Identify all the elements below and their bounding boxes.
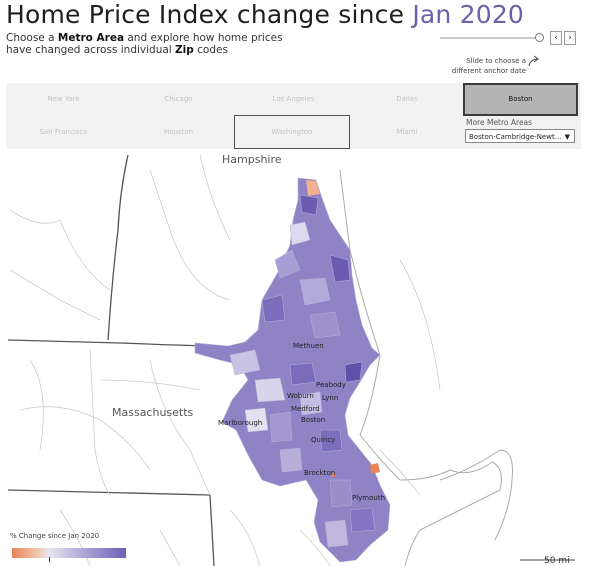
metro-tile-boston[interactable]: Boston [463, 83, 578, 116]
metro-tile-los-angeles[interactable]: Los Angeles [272, 95, 315, 103]
legend-title: % Change since Jan 2020 [10, 532, 100, 540]
metro-tile-san-francisco[interactable]: San Francisco [39, 128, 88, 136]
scale-label: 50 mi [544, 556, 570, 566]
subtitle-text: and explore how home prices [124, 32, 283, 44]
zip-negative-north [306, 180, 320, 196]
city-label-lynn: Lynn [322, 394, 338, 402]
metro-tile-chicago[interactable]: Chicago [164, 95, 193, 103]
city-label-brockton: Brockton [304, 469, 335, 477]
metro-tile-dallas[interactable]: Dallas [396, 95, 418, 103]
city-label-methuen: Methuen [293, 342, 324, 350]
curved-arrow-icon [528, 55, 539, 67]
slider-track[interactable] [440, 37, 538, 39]
zip-code-map[interactable]: Hampshire Massachusetts Methuen Peabody … [0, 150, 600, 566]
next-date-button[interactable]: › [564, 31, 576, 45]
city-label-plymouth: Plymouth [352, 494, 385, 502]
county-lines [9, 154, 441, 566]
cape-cod [439, 449, 513, 541]
chevron-right-icon: › [568, 33, 572, 43]
caret-down-icon: ▼ [564, 133, 570, 141]
page-subtitle: Choose a Metro Area and explore how home… [6, 32, 283, 56]
more-metros-label: More Metro Areas [466, 118, 533, 127]
subtitle-bold-zip: Zip [175, 44, 194, 56]
subtitle-bold-metro: Metro Area [57, 32, 125, 44]
subtitle-text: Choose a [6, 32, 58, 44]
city-label-quincy: Quincy [311, 436, 335, 444]
page-title: Home Price Index change since Jan 2020 [6, 0, 524, 29]
subtitle-text: codes [193, 44, 228, 56]
title-main: Home Price Index change since [6, 0, 413, 29]
anchor-date-slider[interactable] [440, 32, 544, 44]
city-label-boston: Boston [301, 416, 325, 424]
ma-ri-border [209, 494, 215, 566]
coastline [339, 169, 502, 566]
metro-area-grid: New York Chicago Los Angeles Dallas Bost… [6, 83, 581, 149]
city-label-marlborough: Marlborough [218, 419, 262, 427]
zip-negative-brockton [330, 472, 336, 478]
nh-vt-border [107, 154, 129, 341]
city-label-peabody: Peabody [316, 381, 346, 389]
chevron-left-icon: ‹ [554, 33, 558, 43]
zip-code-shading [229, 194, 376, 548]
slider-thumb[interactable] [535, 33, 544, 42]
more-metros-dropdown[interactable]: Boston-Cambridge-Newt... ▼ [465, 129, 575, 143]
city-label-medford: Medford [291, 405, 320, 413]
legend-color-bar [12, 548, 126, 558]
prev-date-button[interactable]: ‹ [550, 31, 562, 45]
metro-tile-houston[interactable]: Houston [163, 128, 194, 136]
state-label-new-hampshire: Hampshire [222, 153, 282, 166]
dropdown-value: Boston-Cambridge-Newt... [469, 133, 562, 141]
ma-ct-border [7, 489, 211, 496]
legend-zero-tick [49, 557, 50, 562]
city-label-woburn: Woburn [287, 392, 314, 400]
slider-hint: Slide to choose a different anchor date [451, 57, 526, 75]
subtitle-text: have changed across individual [6, 44, 176, 56]
metro-tile-washington[interactable]: Washington [234, 115, 350, 149]
title-anchor-date: Jan 2020 [412, 0, 525, 29]
state-label-massachusetts: Massachusetts [112, 406, 194, 419]
zip-negative-southeast [370, 463, 380, 474]
metro-tile-miami[interactable]: Miami [396, 128, 418, 136]
metro-tile-new-york[interactable]: New York [47, 95, 80, 103]
